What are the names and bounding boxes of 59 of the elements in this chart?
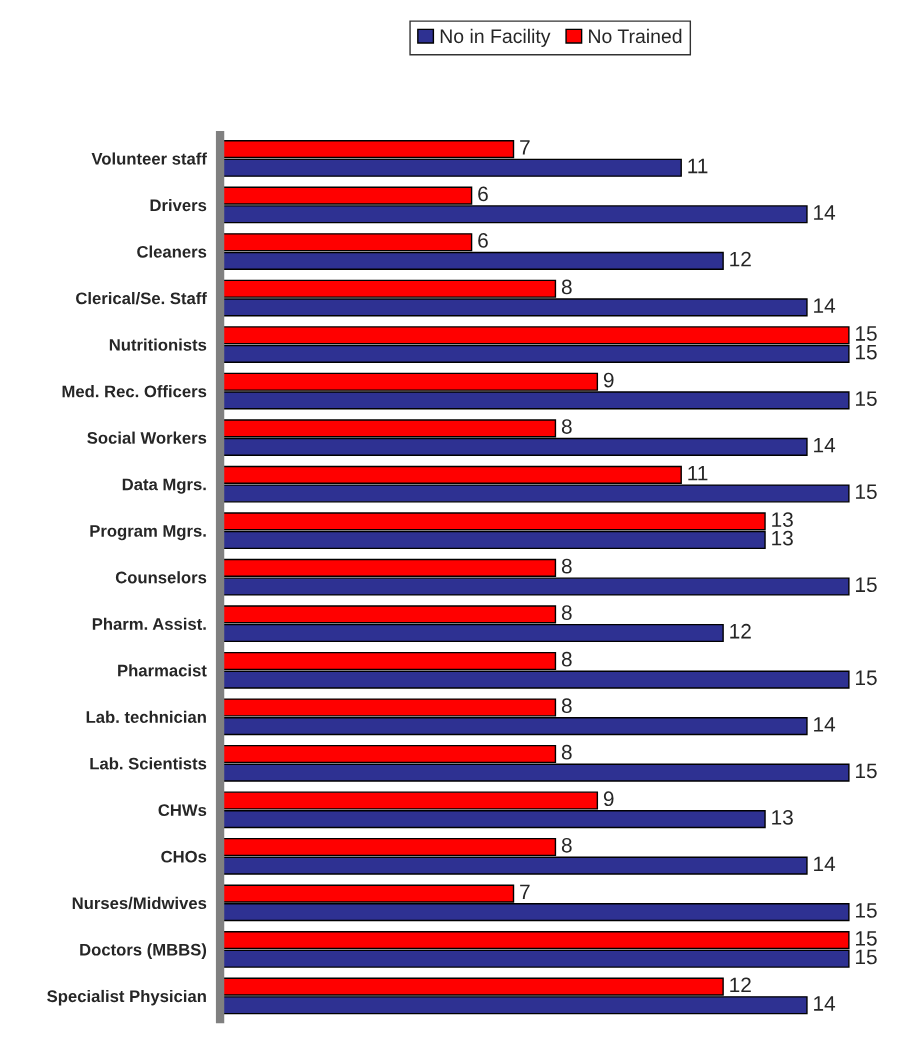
data-label: 15 [856, 391, 877, 406]
data-label: 8 [561, 279, 572, 295]
data-label: 14 [814, 717, 836, 732]
y-tick-label: Program Mgrs. [90, 525, 206, 541]
data-label: 9 [603, 791, 614, 807]
data-label: 7 [520, 140, 530, 155]
data-label: 8 [561, 605, 572, 621]
data-label: 8 [561, 698, 572, 714]
data-label: 14 [814, 996, 836, 1011]
y-tick-label: Clerical/Se. Staff [76, 292, 207, 305]
y-tick-label: Counselors [115, 571, 207, 584]
data-label: 8 [561, 558, 572, 574]
y-tick-label: Lab. Scientists [90, 757, 207, 770]
data-label: 9 [603, 372, 614, 388]
y-tick-label: Cleaners [137, 245, 207, 258]
data-label: 15 [856, 931, 877, 946]
y-tick-label: Specialist Physician [47, 989, 206, 1006]
data-label: 15 [856, 326, 877, 341]
data-label: 15 [856, 577, 877, 593]
data-label: 12 [730, 251, 751, 267]
data-label: 8 [561, 837, 572, 853]
y-tick-label: Volunteer staff [91, 152, 207, 165]
data-label: 15 [856, 484, 877, 500]
data-label: 8 [561, 744, 572, 760]
y-tick-label: Drivers [150, 198, 207, 212]
data-label: 15 [856, 949, 877, 965]
y-tick-label: Social Workers [87, 431, 207, 444]
y-tick-label: Doctors (MBBS) [80, 943, 207, 959]
data-label: 14 [814, 856, 836, 872]
data-label: 6 [478, 233, 488, 248]
y-tick-label: CHWs [158, 804, 207, 817]
data-label: 7 [520, 884, 530, 899]
y-tick-label: Pharmacist [118, 664, 207, 677]
data-label: 12 [730, 623, 751, 639]
y-tick-label: Lab. technician [86, 710, 206, 723]
data-label: 12 [730, 977, 751, 993]
y-tick-label: Nutritionists [109, 338, 207, 351]
data-label: 15 [856, 670, 877, 686]
data-label: 15 [856, 903, 877, 918]
legend-label: No Trained [589, 28, 682, 44]
data-label: 11 [688, 158, 708, 174]
data-label: 6 [478, 186, 488, 202]
data-label: 14 [814, 298, 836, 313]
legend-label: No in Facility [440, 28, 551, 47]
y-tick-label: CHOs [161, 850, 207, 863]
data-label: 13 [772, 512, 793, 527]
data-label: 14 [814, 437, 836, 453]
data-label: 13 [772, 530, 793, 546]
data-label: 8 [561, 651, 572, 667]
y-tick-label: Med. Rec. Officers [62, 385, 207, 398]
data-label: 15 [856, 763, 877, 779]
y-tick-label: Data Mgrs. [122, 478, 206, 494]
y-tick-label: Pharm. Assist. [92, 617, 206, 630]
data-label: 14 [814, 205, 836, 220]
data-label: 15 [856, 344, 877, 360]
y-tick-label: Nurses/Midwives [72, 896, 207, 910]
data-label: 8 [561, 419, 572, 434]
data-label: 13 [772, 809, 793, 825]
data-label: 11 [688, 465, 708, 481]
